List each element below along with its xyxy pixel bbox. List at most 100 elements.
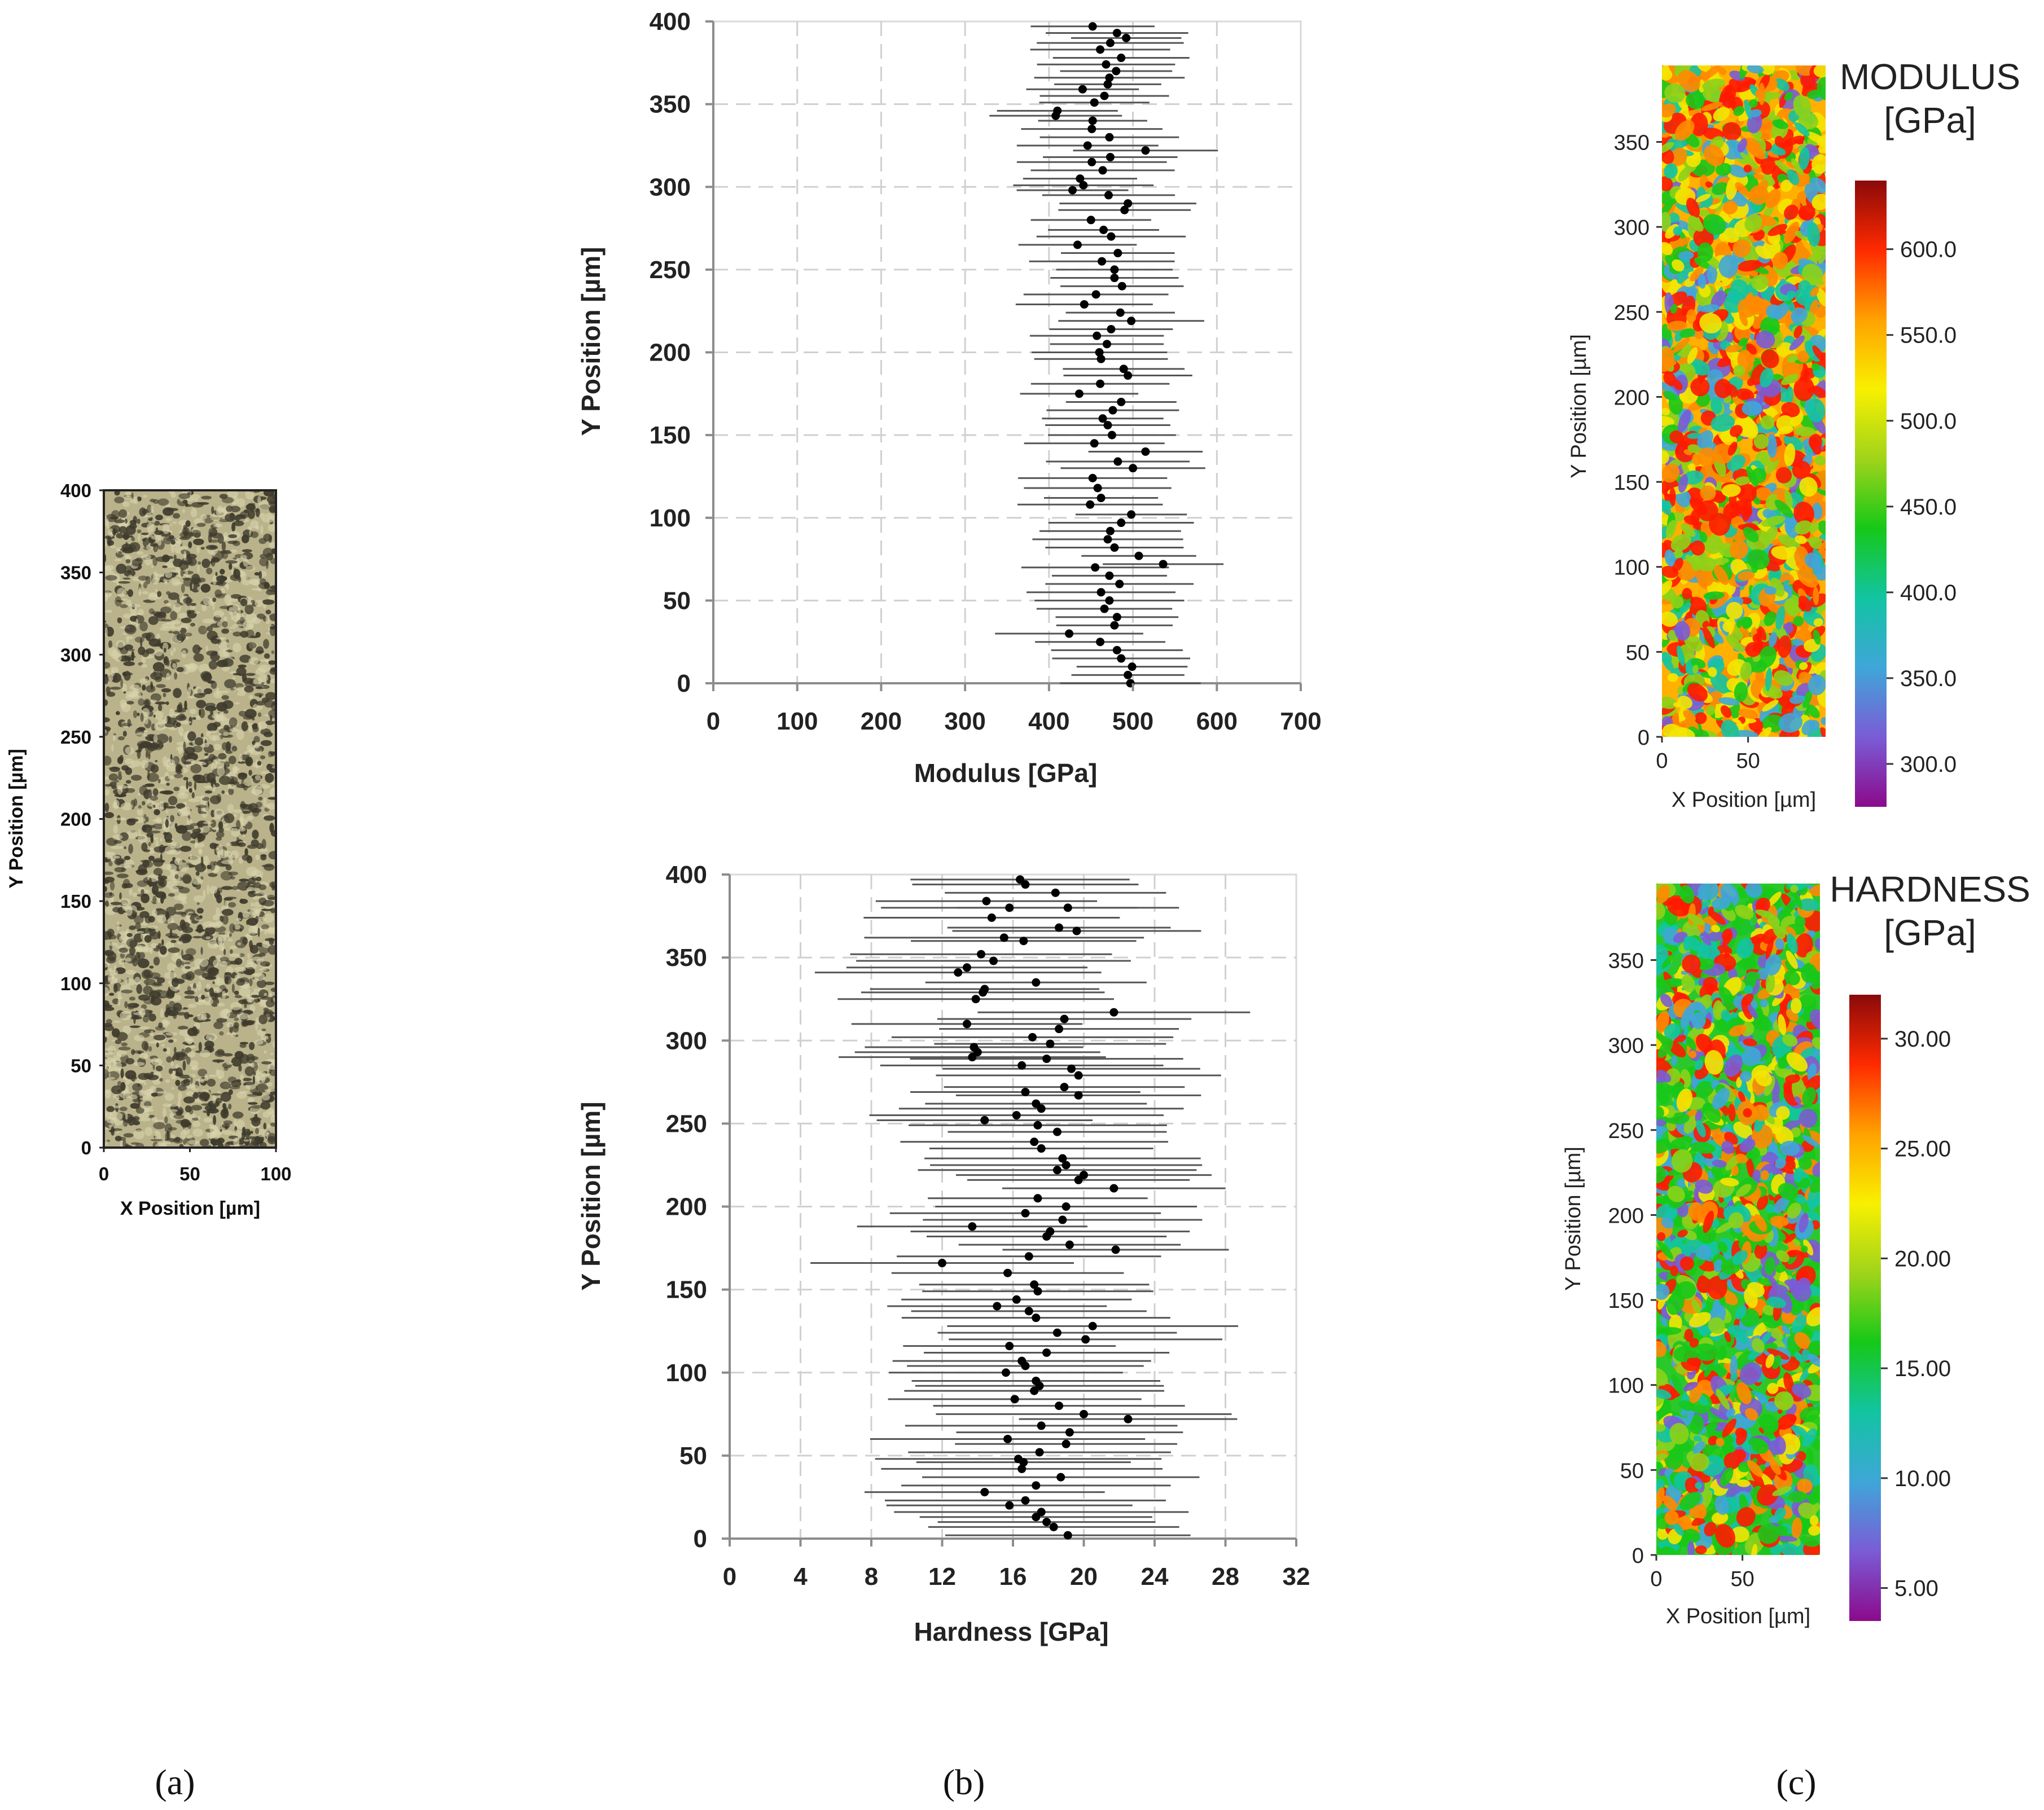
micrograph-grain bbox=[243, 1009, 253, 1014]
micrograph-grain bbox=[194, 611, 200, 614]
map-blob bbox=[1813, 65, 1826, 78]
data-point bbox=[1019, 937, 1028, 946]
micrograph-grain bbox=[172, 663, 177, 669]
micrograph-grain bbox=[109, 766, 120, 772]
data-point bbox=[1032, 1513, 1041, 1522]
micrograph-grain bbox=[215, 1069, 220, 1075]
map-blob bbox=[1718, 346, 1734, 364]
map-blob bbox=[1692, 665, 1699, 674]
data-point bbox=[1021, 1209, 1030, 1218]
micrograph-grain bbox=[226, 1062, 233, 1065]
micrograph-grain bbox=[122, 672, 133, 676]
map-blob bbox=[1690, 377, 1710, 397]
x-tick-label: 4 bbox=[793, 1563, 808, 1591]
micrograph-grain bbox=[256, 843, 264, 849]
micrograph-grain bbox=[166, 783, 170, 786]
micrograph-grain bbox=[165, 810, 169, 814]
data-point bbox=[1119, 364, 1128, 374]
map-blob bbox=[1781, 261, 1795, 273]
data-point bbox=[1012, 1295, 1021, 1304]
micrograph-grain bbox=[213, 809, 225, 819]
micrograph-grain bbox=[144, 1127, 153, 1136]
micrograph-grain bbox=[181, 899, 187, 904]
micrograph-grain bbox=[183, 777, 188, 781]
micrograph-grain bbox=[171, 578, 181, 586]
micrograph-grain bbox=[165, 701, 169, 705]
micrograph-grain bbox=[213, 1115, 217, 1126]
map-blob bbox=[1666, 320, 1687, 331]
micrograph-grain bbox=[254, 741, 260, 749]
data-point bbox=[1063, 903, 1072, 912]
y-tick-label: 300 bbox=[666, 1027, 707, 1055]
micrograph-grain bbox=[203, 597, 214, 605]
micrograph-grain bbox=[178, 612, 187, 619]
micrograph-grain bbox=[179, 720, 192, 724]
map-blob bbox=[1662, 142, 1674, 153]
micrograph-grain bbox=[213, 943, 218, 948]
map-blob bbox=[1699, 313, 1722, 333]
micrograph-grain bbox=[206, 772, 216, 783]
micrograph-grain bbox=[237, 942, 242, 946]
x-tick-label: 500 bbox=[1112, 708, 1153, 735]
micrograph-grain bbox=[245, 503, 256, 511]
micrograph-grain bbox=[199, 708, 205, 718]
micrograph-grain bbox=[133, 1129, 144, 1140]
micrograph-grain bbox=[247, 917, 258, 926]
modulus-y-axis-label: Y Position [µm] bbox=[576, 247, 606, 436]
map-blob bbox=[1727, 441, 1738, 456]
micrograph-grain bbox=[104, 1127, 109, 1130]
micrograph-grain bbox=[212, 604, 215, 610]
micrograph-grain bbox=[152, 499, 159, 504]
data-point bbox=[1037, 1508, 1046, 1517]
micrograph-grain bbox=[144, 783, 155, 787]
micrograph-grain bbox=[126, 969, 137, 975]
micrograph-grain bbox=[207, 885, 210, 895]
micrograph-grain bbox=[192, 1128, 203, 1137]
y-tick-label: 150 bbox=[1614, 471, 1650, 495]
micrograph-grain bbox=[161, 622, 174, 629]
micrograph-grain bbox=[176, 722, 181, 727]
data-point bbox=[1001, 1368, 1010, 1377]
micrograph-grain bbox=[135, 618, 139, 627]
micrograph-grain bbox=[241, 721, 248, 732]
map-blob bbox=[1687, 444, 1702, 454]
micrograph-grain bbox=[186, 818, 190, 823]
micrograph-grain bbox=[203, 1110, 210, 1113]
data-point bbox=[971, 995, 980, 1004]
micrograph-grain bbox=[190, 582, 192, 591]
data-point bbox=[1062, 1202, 1071, 1211]
micrograph-grain bbox=[187, 498, 194, 502]
map-blob bbox=[1664, 163, 1678, 179]
micrograph-grain bbox=[150, 764, 159, 773]
map-blob bbox=[1734, 500, 1753, 517]
micrograph-grain bbox=[222, 1130, 233, 1135]
micrograph-grain bbox=[112, 834, 123, 840]
micrograph-grain bbox=[104, 1000, 109, 1007]
map-blob bbox=[1821, 717, 1826, 725]
micrograph-grain bbox=[175, 763, 182, 773]
data-point bbox=[1021, 880, 1030, 889]
micrograph-grain bbox=[109, 969, 119, 976]
map-blob bbox=[1784, 489, 1793, 508]
micrograph-grain bbox=[157, 990, 170, 999]
data-point bbox=[1033, 1121, 1042, 1130]
micrograph-grain bbox=[216, 837, 222, 841]
micrograph-grain bbox=[141, 554, 152, 559]
micrograph-grain bbox=[238, 1064, 242, 1072]
micrograph-grain bbox=[183, 761, 191, 765]
micrograph-grain bbox=[126, 938, 138, 947]
micrograph-grain bbox=[126, 701, 134, 705]
hardness-map-texture bbox=[1656, 884, 1820, 1555]
micrograph-grain bbox=[270, 585, 276, 590]
micrograph-grain bbox=[209, 987, 214, 998]
data-point bbox=[1104, 191, 1113, 200]
map-blob bbox=[1665, 520, 1677, 539]
map-blob bbox=[1775, 605, 1786, 630]
micrograph-grain bbox=[192, 987, 197, 991]
micrograph-grain bbox=[104, 812, 114, 819]
micrograph-grain bbox=[157, 538, 162, 546]
micrograph-grain bbox=[121, 1042, 128, 1047]
micrograph-grain bbox=[124, 625, 137, 635]
micrograph-grain bbox=[260, 740, 272, 746]
